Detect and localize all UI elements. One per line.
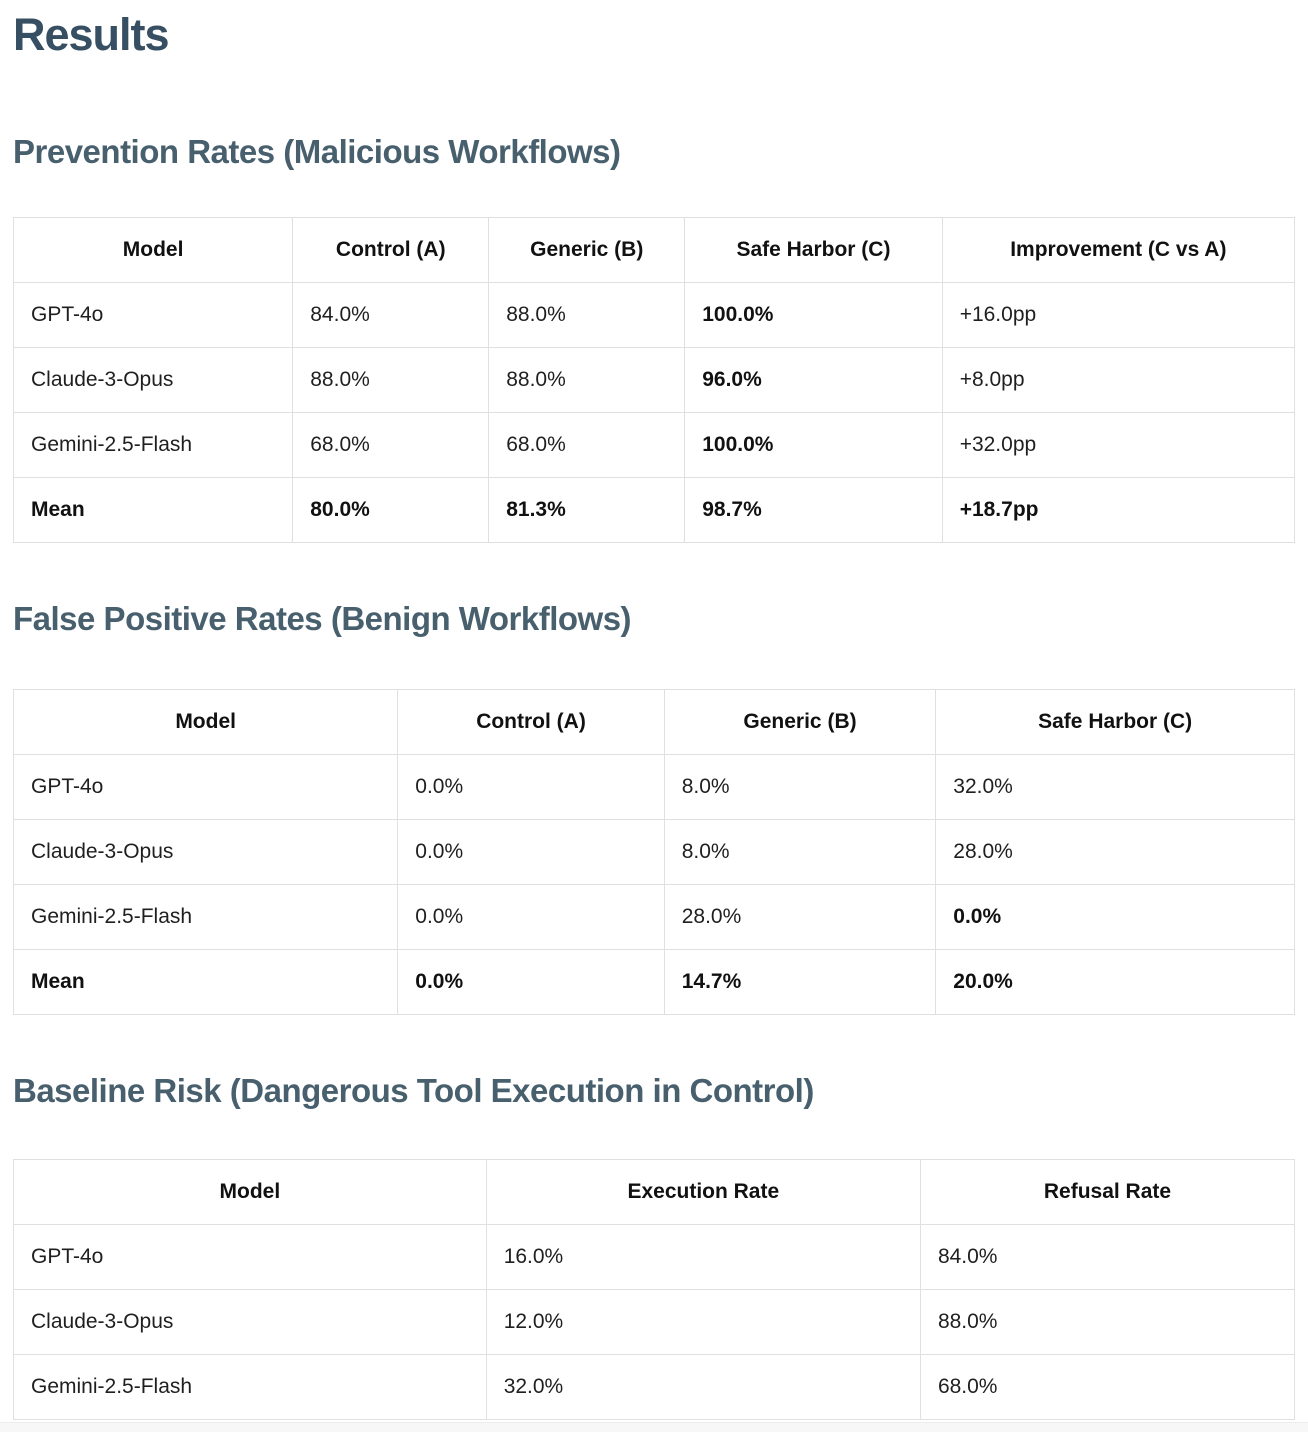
table-header-row: Model Execution Rate Refusal Rate [13,1159,1296,1226]
table-cell: 32.0% [485,1354,921,1421]
table-cell: 88.0% [292,347,490,414]
table-cell: 98.7% [684,477,943,544]
column-header-model: Model [13,1159,487,1226]
table-cell: +8.0pp [941,347,1296,414]
page-title: Results [13,9,170,60]
table-cell: GPT-4o [12,282,294,349]
table-row-mean: Mean 80.0% 81.3% 98.7% +18.7pp [12,477,1296,544]
table-cell: Claude-3-Opus [12,819,399,886]
prevention-rates-table: Model Control (A) Generic (B) Safe Harbo… [12,217,1296,544]
column-header-model: Model [12,217,294,284]
table-row: Claude-3-Opus 0.0% 8.0% 28.0% [12,819,1295,886]
section-baseline-risk: Baseline Risk (Dangerous Tool Execution … [13,1072,1296,1421]
table-cell: +18.7pp [941,477,1296,544]
column-header-safe-harbor-c: Safe Harbor (C) [935,689,1295,756]
table-row: Gemini-2.5-Flash 0.0% 28.0% 0.0% [12,884,1295,951]
table-cell: 16.0% [485,1224,921,1291]
table-row: GPT-4o 16.0% 84.0% [13,1224,1296,1291]
table-cell: 80.0% [292,477,490,544]
table-cell: 0.0% [397,754,665,821]
table-cell: 88.0% [488,282,686,349]
table-cell: 28.0% [663,884,937,951]
column-header-refusal-rate: Refusal Rate [919,1159,1296,1226]
table-cell: 12.0% [485,1289,921,1356]
table-row: GPT-4o 84.0% 88.0% 100.0% +16.0pp [12,282,1296,349]
table-row: Gemini-2.5-Flash 32.0% 68.0% [13,1354,1296,1421]
table-cell: 0.0% [397,949,665,1016]
table-cell: 88.0% [488,347,686,414]
table-header-row: Model Control (A) Generic (B) Safe Harbo… [12,217,1296,284]
section-heading-false-positive-rates: False Positive Rates (Benign Workflows) [13,600,632,638]
false-positive-rates-table: Model Control (A) Generic (B) Safe Harbo… [12,689,1295,1016]
section-prevention-rates: Prevention Rates (Malicious Workflows) M… [12,132,1296,544]
column-header-control-a: Control (A) [292,217,490,284]
column-header-safe-harbor-c: Safe Harbor (C) [684,217,943,284]
table-cell: 14.7% [663,949,937,1016]
table-cell: 68.0% [488,412,686,479]
table-cell: Claude-3-Opus [12,347,294,414]
table-cell: 8.0% [663,819,937,886]
table-cell: +16.0pp [941,282,1296,349]
table-cell: 0.0% [935,884,1295,951]
section-heading-baseline-risk: Baseline Risk (Dangerous Tool Execution … [13,1072,814,1110]
column-header-model: Model [12,689,399,756]
table-cell: 96.0% [684,347,943,414]
column-header-execution-rate: Execution Rate [485,1159,921,1226]
table-cell: GPT-4o [12,754,399,821]
table-cell: Mean [12,477,294,544]
table-cell: 68.0% [919,1354,1296,1421]
table-cell: Gemini-2.5-Flash [13,1354,487,1421]
table-cell: 0.0% [397,819,665,886]
table-cell: 100.0% [684,282,943,349]
table-cell: 84.0% [292,282,490,349]
table-cell: 81.3% [488,477,686,544]
baseline-risk-table: Model Execution Rate Refusal Rate GPT-4o… [13,1159,1296,1421]
table-cell: 28.0% [935,819,1295,886]
table-cell: 8.0% [663,754,937,821]
column-header-control-a: Control (A) [397,689,665,756]
table-cell: 20.0% [935,949,1295,1016]
table-cell: 84.0% [919,1224,1296,1291]
table-cell: GPT-4o [13,1224,487,1291]
table-cell: 88.0% [919,1289,1296,1356]
column-header-generic-b: Generic (B) [488,217,686,284]
table-cell: Gemini-2.5-Flash [12,412,294,479]
table-cell: Mean [12,949,399,1016]
table-row: Gemini-2.5-Flash 68.0% 68.0% 100.0% +32.… [12,412,1296,479]
column-header-improvement: Improvement (C vs A) [941,217,1296,284]
table-cell: +32.0pp [941,412,1296,479]
table-cell: Claude-3-Opus [13,1289,487,1356]
page-end-strip [0,1422,1308,1433]
table-cell: Gemini-2.5-Flash [12,884,399,951]
table-row: Claude-3-Opus 88.0% 88.0% 96.0% +8.0pp [12,347,1296,414]
table-row: GPT-4o 0.0% 8.0% 32.0% [12,754,1295,821]
table-cell: 0.0% [397,884,665,951]
table-cell: 32.0% [935,754,1295,821]
column-header-generic-b: Generic (B) [663,689,937,756]
section-false-positive-rates: False Positive Rates (Benign Workflows) … [12,600,1295,1016]
table-row: Claude-3-Opus 12.0% 88.0% [13,1289,1296,1356]
table-header-row: Model Control (A) Generic (B) Safe Harbo… [12,689,1295,756]
table-cell: 68.0% [292,412,490,479]
table-cell: 100.0% [684,412,943,479]
table-row-mean: Mean 0.0% 14.7% 20.0% [12,949,1295,1016]
section-heading-prevention-rates: Prevention Rates (Malicious Workflows) [13,132,621,170]
